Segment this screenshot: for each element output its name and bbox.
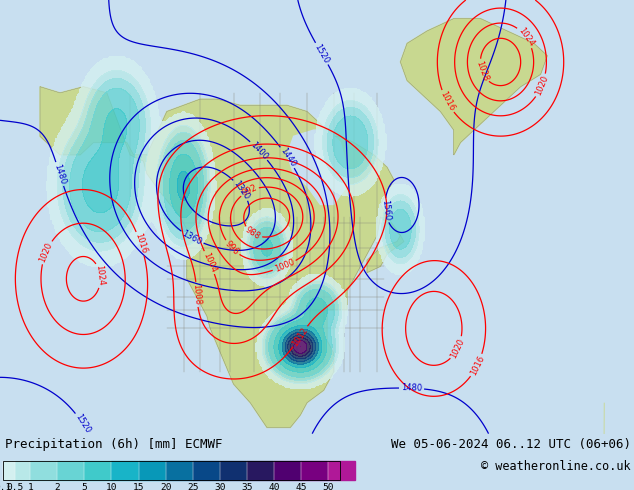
Polygon shape (40, 87, 404, 427)
Text: 1480: 1480 (401, 383, 422, 393)
Text: 1016: 1016 (469, 354, 486, 377)
Polygon shape (347, 242, 634, 490)
Bar (328, 461, 355, 480)
Bar (30, 461, 57, 480)
Text: 10: 10 (106, 483, 117, 490)
Text: 1520: 1520 (74, 413, 92, 435)
Text: 1520: 1520 (313, 42, 331, 65)
Text: 15: 15 (133, 483, 145, 490)
Text: 2: 2 (55, 483, 60, 490)
Polygon shape (290, 229, 634, 490)
Text: 1480: 1480 (52, 163, 67, 186)
Text: 996: 996 (223, 239, 241, 257)
Text: 35: 35 (241, 483, 252, 490)
Polygon shape (320, 254, 634, 490)
Text: 988: 988 (243, 225, 262, 242)
Polygon shape (351, 415, 634, 490)
Polygon shape (600, 235, 604, 490)
Text: Precipitation (6h) [mm] ECMWF: Precipitation (6h) [mm] ECMWF (5, 438, 223, 451)
Text: 1020: 1020 (38, 241, 55, 264)
Text: 992: 992 (240, 183, 259, 198)
Text: 1020: 1020 (449, 337, 466, 360)
Text: 1028: 1028 (474, 60, 490, 82)
Bar (274, 461, 301, 480)
Text: 1000: 1000 (273, 258, 296, 274)
Text: 25: 25 (187, 483, 198, 490)
Text: 30: 30 (214, 483, 226, 490)
Polygon shape (287, 130, 347, 204)
Bar (165, 461, 193, 480)
Polygon shape (333, 235, 634, 490)
Bar (15, 461, 30, 480)
Text: 5: 5 (82, 483, 87, 490)
Text: 1024: 1024 (94, 265, 106, 287)
Text: 40: 40 (268, 483, 280, 490)
Bar (3, 461, 340, 480)
Bar (138, 461, 165, 480)
Text: 1024: 1024 (516, 26, 536, 48)
Text: 1400: 1400 (249, 140, 269, 161)
Text: 1004: 1004 (201, 251, 218, 274)
Bar (84, 461, 112, 480)
Polygon shape (307, 229, 634, 490)
Text: 20: 20 (160, 483, 171, 490)
Text: 1560: 1560 (380, 199, 391, 221)
Bar (220, 461, 247, 480)
Polygon shape (401, 19, 547, 155)
Text: 1016: 1016 (438, 90, 456, 113)
Text: 1008: 1008 (191, 284, 202, 305)
Polygon shape (317, 384, 634, 490)
Text: We 05-06-2024 06..12 UTC (06+06): We 05-06-2024 06..12 UTC (06+06) (391, 438, 631, 451)
Text: 1016: 1016 (133, 232, 148, 255)
Text: 1012: 1012 (290, 325, 310, 348)
Text: 1020: 1020 (534, 74, 550, 97)
Bar (301, 461, 328, 480)
Text: 0.5: 0.5 (7, 483, 24, 490)
Text: 1320: 1320 (232, 178, 251, 201)
Text: 1360: 1360 (181, 229, 204, 247)
Bar (247, 461, 274, 480)
Text: 1440: 1440 (278, 146, 297, 169)
Text: 50: 50 (322, 483, 333, 490)
Bar (193, 461, 220, 480)
Text: 45: 45 (295, 483, 307, 490)
Bar (57, 461, 84, 480)
Bar (3, 461, 15, 480)
Text: 1: 1 (27, 483, 33, 490)
Text: © weatheronline.co.uk: © weatheronline.co.uk (481, 460, 631, 473)
Polygon shape (600, 403, 604, 490)
Bar (112, 461, 138, 480)
Text: 0.1: 0.1 (0, 483, 12, 490)
